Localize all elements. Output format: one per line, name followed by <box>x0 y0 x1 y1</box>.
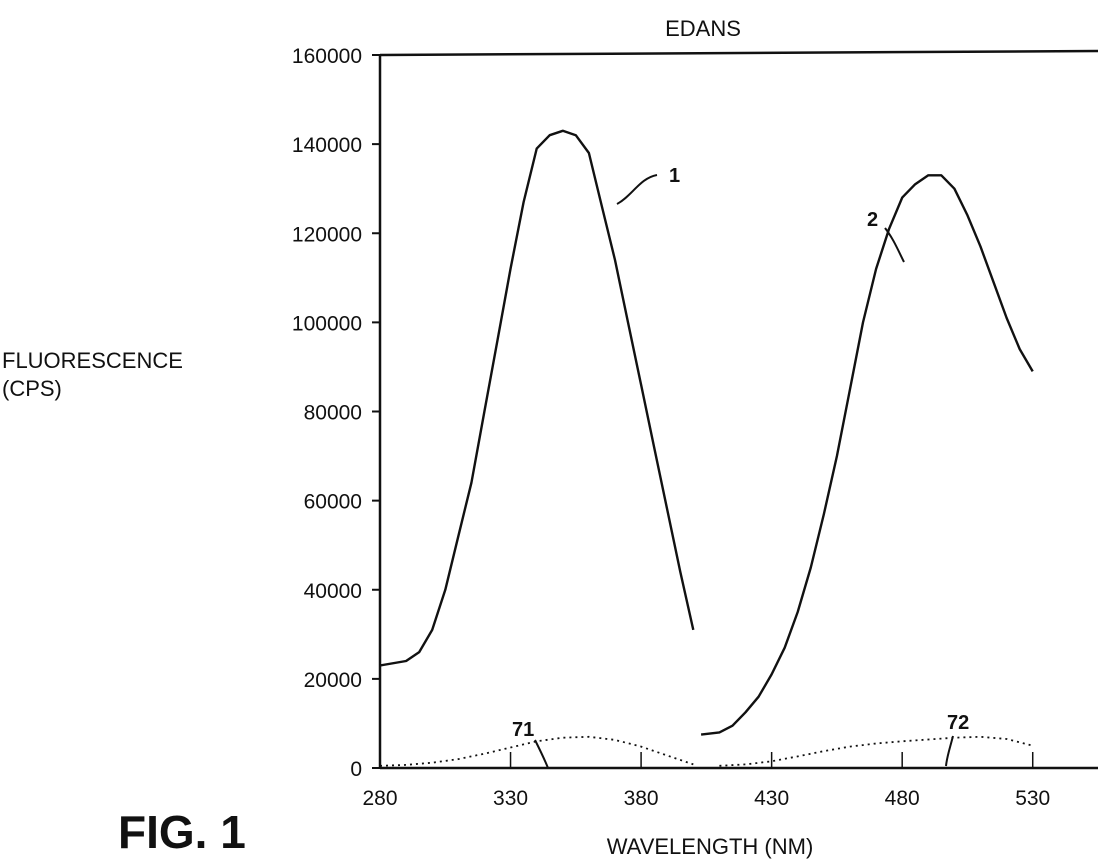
annotation-2-label: 2 <box>867 209 878 231</box>
y-tick-label: 0 <box>350 758 362 781</box>
annotation-71-label: 71 <box>512 719 534 741</box>
y-tick-label: 40000 <box>304 580 362 603</box>
y-tick-label: 20000 <box>304 669 362 692</box>
annotation-2-leader <box>884 227 905 263</box>
x-tick-label: 330 <box>493 787 528 810</box>
x-axis-label: WAVELENGTH (NM) <box>607 834 814 859</box>
y-tick-label: 80000 <box>304 402 362 425</box>
x-tick-label: 430 <box>754 787 789 810</box>
series-71-line <box>379 735 694 767</box>
series-1-line <box>379 129 695 667</box>
x-tick-label: 380 <box>624 787 659 810</box>
y-axis-label-line-1: FLUORESCENCE <box>2 348 183 373</box>
data-series <box>379 129 1034 767</box>
series-72-line <box>719 735 1033 767</box>
y-tick-label: 60000 <box>304 491 362 514</box>
annotation-1-label: 1 <box>669 165 680 187</box>
y-tick-label: 100000 <box>292 312 362 335</box>
y-tick-label: 120000 <box>292 223 362 246</box>
x-tick-label: 280 <box>362 787 397 810</box>
figure-label: FIG. 1 <box>118 806 246 858</box>
annotation-1-leader <box>616 174 658 205</box>
annotation-72-leader <box>945 735 954 767</box>
plot-frame <box>378 49 1099 770</box>
y-axis-label-line-2: (CPS) <box>2 376 62 401</box>
top-border-line <box>379 49 1099 57</box>
x-tick-label: 530 <box>1015 787 1050 810</box>
axis-ticks: 0 20000 40000 60000 80000 100000 120000 140000 1… <box>292 45 1050 810</box>
chart-title: EDANS <box>665 16 741 41</box>
curve-annotations: 1 2 71 72 <box>512 165 969 769</box>
x-tick-label: 480 <box>885 787 920 810</box>
annotation-72-label: 72 <box>947 712 969 734</box>
y-tick-label: 160000 <box>292 45 362 68</box>
y-tick-label: 140000 <box>292 134 362 157</box>
series-2-line <box>700 174 1034 736</box>
annotation-71-leader <box>534 739 549 769</box>
